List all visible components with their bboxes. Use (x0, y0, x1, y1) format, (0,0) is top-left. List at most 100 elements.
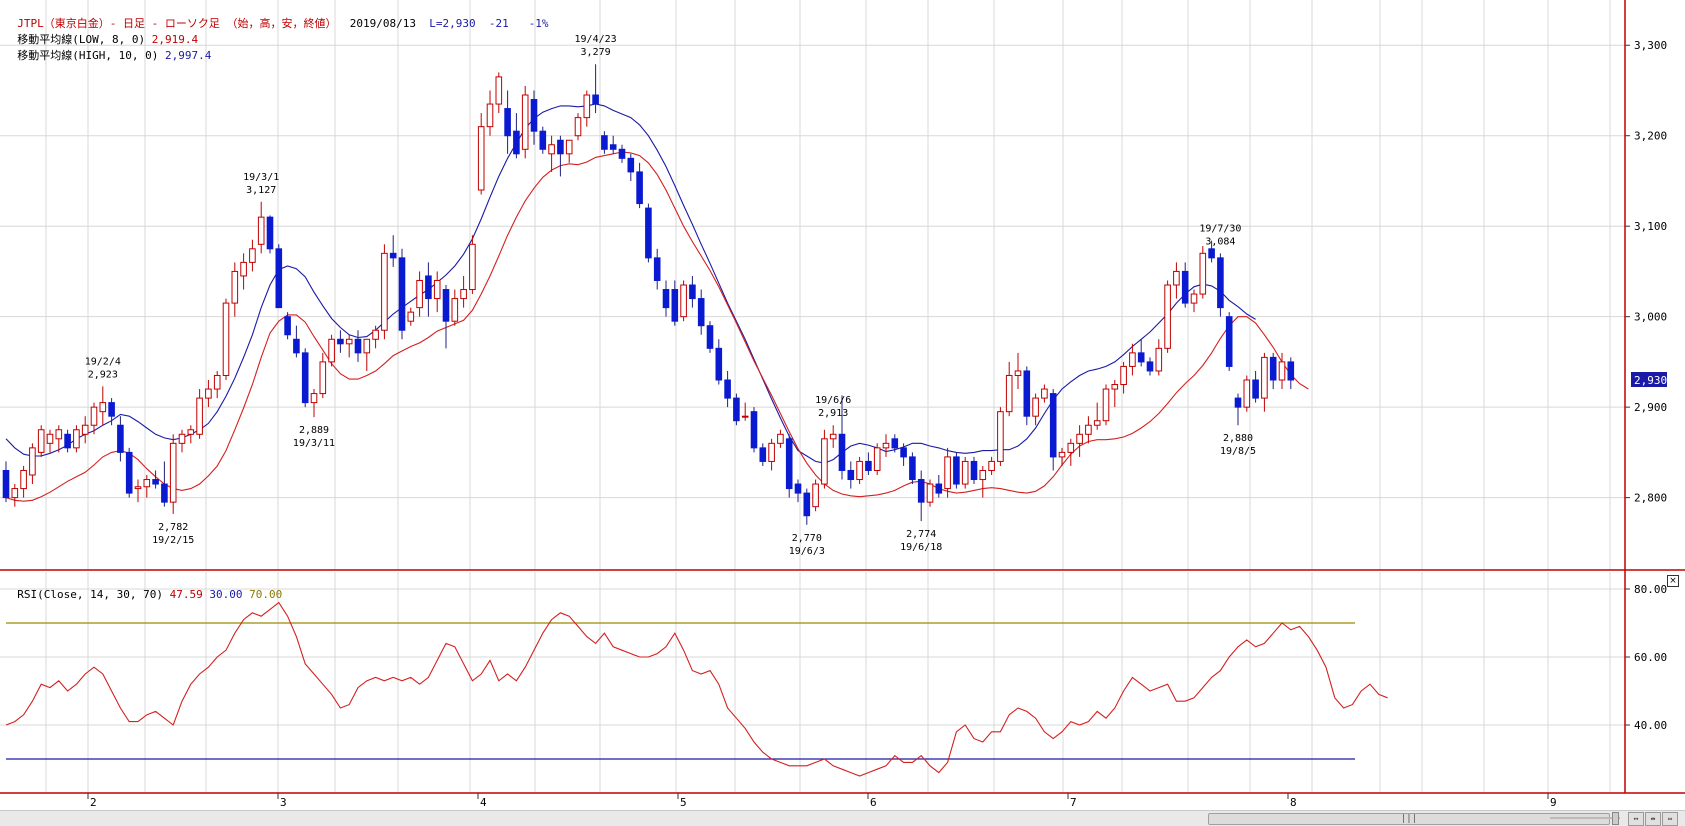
rsi-tick-label: 60.00 (1634, 651, 1667, 664)
candle-body-down (425, 275, 432, 300)
candle (1137, 339, 1145, 367)
candle (557, 135, 564, 177)
candle (196, 389, 203, 439)
candle-body-down (301, 352, 309, 404)
candle-body-down (354, 338, 362, 354)
candle (1173, 262, 1180, 299)
candle-body-up (257, 216, 265, 245)
candle-body-up (1155, 347, 1163, 372)
rsi-high: 70.00 (249, 588, 283, 601)
zoom-slider-knob[interactable] (1612, 812, 1619, 825)
candle (891, 434, 899, 453)
candle (1208, 240, 1215, 263)
candle (900, 443, 907, 466)
candle-body-up (1243, 379, 1251, 408)
candle (240, 253, 247, 290)
candle (1129, 343, 1136, 376)
candle-body-up (11, 488, 19, 499)
candle (636, 162, 643, 209)
candle (935, 475, 943, 498)
candle-body-down (671, 289, 679, 322)
candle (1269, 352, 1277, 390)
zoom-in-icon[interactable]: ⇹ (1645, 812, 1661, 826)
candle-body-up (768, 442, 775, 462)
high-value-label: 3,127 (246, 185, 276, 196)
candle (829, 425, 837, 448)
grid (0, 0, 1625, 793)
candle-body-down (636, 171, 643, 205)
candle (689, 275, 696, 308)
candle (574, 113, 582, 141)
candle (1076, 425, 1083, 457)
candle (266, 215, 274, 254)
candle-body-up (46, 433, 54, 444)
candle (389, 235, 397, 267)
candle-body-down (759, 447, 767, 462)
candle-body-down (662, 289, 670, 309)
horizontal-scrollbar[interactable]: ||| ↔ ⇹ ⇔ (0, 810, 1685, 826)
candle-body-down (504, 108, 511, 137)
high-date-label: 19/6/6 (815, 395, 851, 406)
candle (55, 425, 63, 453)
candle (416, 271, 423, 317)
candle-body-up (777, 433, 784, 444)
rsi-low: 30.00 (209, 588, 243, 601)
candle (715, 339, 723, 385)
candle (821, 429, 828, 489)
ma-low-line (5, 151, 1309, 502)
candle (794, 479, 802, 503)
candle (1181, 262, 1189, 308)
zoom-slider-track[interactable] (1550, 817, 1620, 819)
candle (1217, 253, 1224, 317)
ma-low-value: 2,919.4 (151, 33, 199, 46)
scroll-thumb[interactable]: ||| (1208, 813, 1610, 825)
candle (1190, 289, 1198, 313)
candle-body-down (125, 451, 133, 494)
candle (680, 280, 687, 322)
candle-body-up (407, 311, 415, 322)
candle (1032, 393, 1039, 426)
low-date-label: 19/3/11 (293, 438, 335, 449)
zoom-out-icon[interactable]: ↔ (1628, 812, 1644, 826)
candle (231, 262, 239, 317)
candle (249, 239, 256, 272)
candle (117, 416, 124, 462)
candle (469, 235, 476, 295)
candle-body-up (240, 261, 247, 277)
candle-body-up (1058, 451, 1066, 458)
candle-body-down (900, 447, 907, 458)
candle (345, 334, 353, 358)
candle (601, 131, 608, 154)
candle-body-down (161, 483, 168, 503)
candle-body-up (29, 447, 36, 476)
candle-body-up (1261, 356, 1268, 399)
candle-body-down (706, 325, 714, 349)
candle (1252, 370, 1259, 403)
candle-body-down (442, 289, 450, 322)
candle (293, 325, 300, 358)
candle-body-up (231, 270, 239, 304)
candle (979, 465, 987, 498)
close-rsi-icon[interactable]: × (1667, 575, 1679, 587)
candle (926, 479, 934, 507)
candle (337, 330, 344, 353)
candle-body-up (1111, 384, 1119, 390)
candle (2, 461, 10, 503)
ma-high-label: 移動平均線(HIGH, 10, 0) (17, 49, 159, 62)
candle-body-up (143, 479, 151, 488)
candle-body-up (178, 433, 186, 444)
candle (645, 203, 652, 263)
candle-body-up (1093, 420, 1101, 426)
rsi-value: 47.59 (169, 588, 203, 601)
candle (477, 113, 485, 195)
candle (785, 434, 793, 498)
candle-body-up (997, 411, 1004, 462)
fit-icon[interactable]: ⇔ (1662, 812, 1678, 826)
candle-body-down (935, 483, 943, 494)
candle-body-up (345, 338, 353, 345)
candle (1014, 352, 1022, 390)
candle-body-down (539, 130, 547, 150)
candle-body-up (979, 469, 987, 481)
candle-body-down (275, 248, 283, 309)
last-price: L=2,930 (429, 17, 476, 30)
